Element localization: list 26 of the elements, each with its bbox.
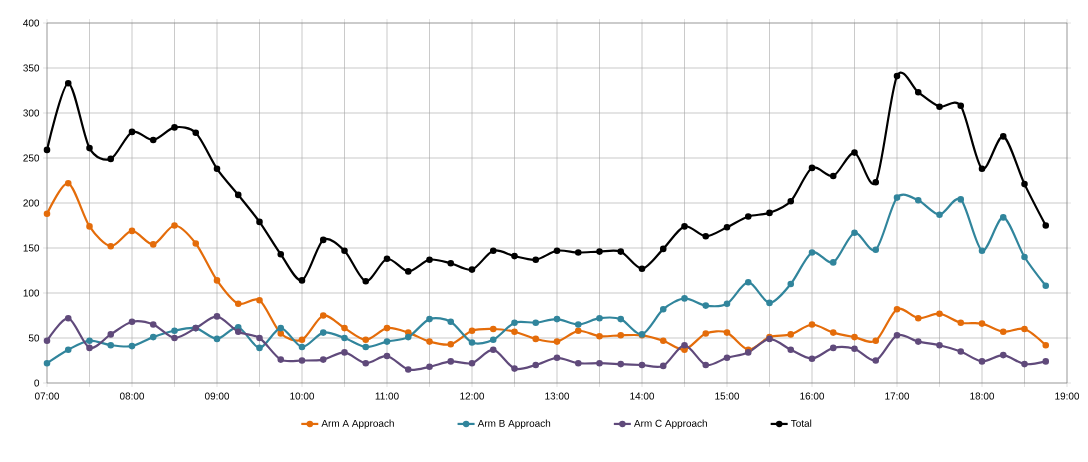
- y-tick-label: 350: [23, 64, 40, 72]
- x-tick-label: 08:00: [119, 392, 145, 400]
- legend-label: Arm B Approach: [477, 419, 551, 429]
- x-tick-label: 15:00: [715, 392, 740, 400]
- y-tick-label: 250: [23, 154, 40, 162]
- y-tick-label: 50: [28, 334, 40, 342]
- y-tick-label: 400: [23, 19, 40, 27]
- x-tick-label: 13:00: [545, 392, 570, 400]
- x-tick-label: 14:00: [630, 392, 655, 400]
- x-tick-label: 16:00: [800, 392, 825, 400]
- legend-label: Arm C Approach: [633, 419, 707, 429]
- x-tick-label: 19:00: [1055, 392, 1080, 400]
- x-tick-label: 18:00: [970, 392, 995, 400]
- y-tick-label: 100: [23, 289, 40, 297]
- x-tick-label: 17:00: [885, 392, 910, 400]
- legend-label: Arm A Approach: [321, 419, 394, 429]
- y-tick-label: 150: [23, 244, 40, 252]
- x-tick-label: 07:00: [34, 392, 60, 400]
- y-tick-label: 300: [23, 109, 40, 117]
- x-tick-label: 11:00: [375, 392, 399, 400]
- x-tick-label: 10:00: [290, 392, 315, 400]
- y-tick-label: 200: [23, 199, 40, 207]
- y-tick-label: 0: [34, 379, 40, 387]
- legend-label: Total: [790, 419, 812, 427]
- x-tick-label: 09:00: [204, 392, 230, 400]
- x-tick-label: 12:00: [460, 392, 485, 400]
